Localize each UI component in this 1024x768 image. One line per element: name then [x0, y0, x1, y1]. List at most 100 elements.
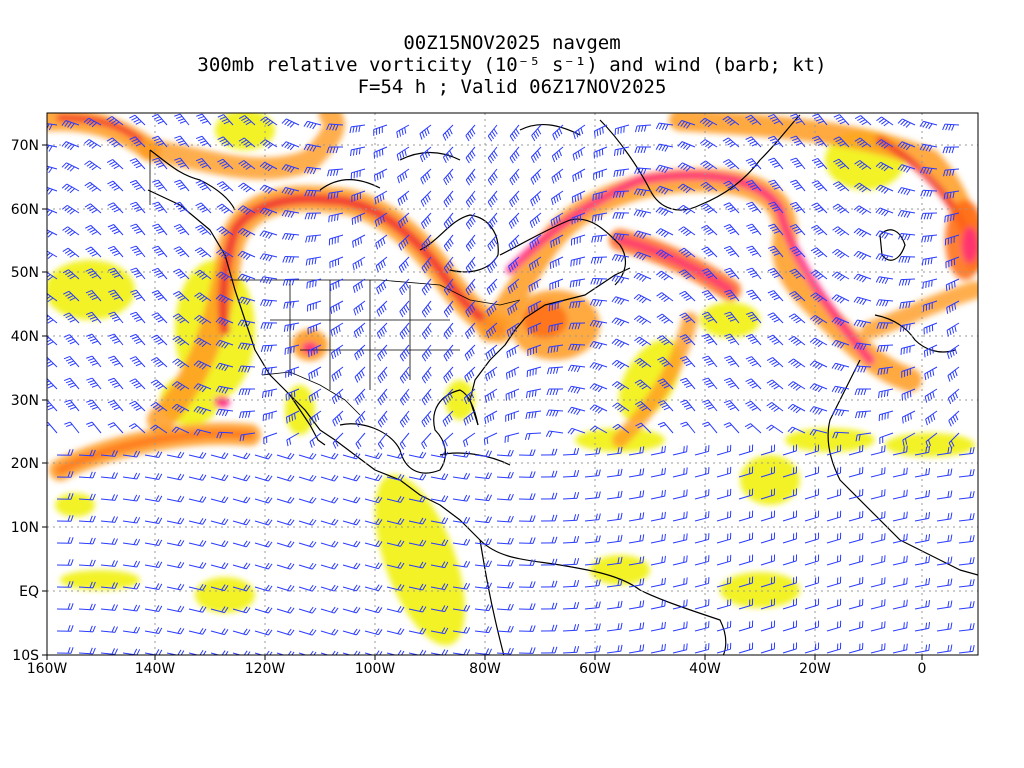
- wind-barb: [330, 322, 344, 337]
- latitude-label: 50N: [11, 265, 39, 281]
- coastline-us-east: [469, 267, 631, 426]
- wind-barb: [464, 366, 476, 383]
- wind-barb: [237, 273, 256, 283]
- wind-barb: [562, 580, 580, 588]
- wind-barb: [679, 334, 696, 346]
- wind-barb: [166, 627, 185, 635]
- wind-barb: [809, 337, 828, 348]
- wind-barb: [408, 495, 427, 503]
- wind-barb: [548, 300, 564, 312]
- wind-barb: [540, 470, 558, 478]
- wind-barb: [47, 186, 58, 195]
- wind-barb: [421, 366, 432, 384]
- wind-barb: [701, 289, 718, 302]
- wind-barb: [606, 578, 623, 588]
- longitude-label: 40W: [689, 661, 721, 677]
- wind-barb: [107, 202, 124, 214]
- wind-barb: [216, 203, 234, 214]
- wind-barb: [699, 117, 718, 128]
- wind-barb: [584, 491, 601, 500]
- wind-barb: [892, 489, 908, 500]
- wind-barb: [194, 269, 212, 280]
- wind-barb: [276, 452, 295, 460]
- wind-barb: [386, 540, 405, 547]
- wind-barb: [810, 247, 828, 258]
- wind-barb: [589, 404, 608, 414]
- wind-barb: [518, 449, 536, 456]
- wind-barb: [518, 581, 536, 588]
- wind-barb: [232, 474, 251, 482]
- wind-barb: [421, 410, 432, 428]
- wind-barb: [320, 540, 339, 548]
- title-field-description: 300mb relative vorticity (10⁻⁵ s⁻¹) and …: [197, 54, 827, 76]
- wind-barb: [656, 270, 674, 281]
- wind-barb: [484, 388, 498, 403]
- wind-barb: [61, 120, 80, 129]
- wind-barb: [474, 494, 493, 502]
- wind-barb: [634, 379, 652, 390]
- wind-barb: [232, 452, 251, 460]
- wind-barb: [716, 620, 732, 632]
- wind-barb: [948, 410, 960, 427]
- wind-barb: [443, 190, 454, 208]
- wind-barb: [188, 517, 207, 525]
- wind-barb: [628, 468, 645, 478]
- wind-barb: [694, 533, 710, 544]
- wind-barb: [232, 540, 251, 548]
- wind-barb: [486, 300, 498, 317]
- wind-barb: [215, 339, 234, 349]
- vorticity-max-nova-scotia-core: [523, 302, 567, 338]
- wind-barb: [853, 342, 872, 351]
- wind-barb: [210, 518, 229, 526]
- coastline-baja: [289, 394, 326, 446]
- wind-barb: [655, 206, 674, 217]
- wind-barb: [487, 234, 498, 252]
- wind-barb: [936, 644, 953, 654]
- wind-barb: [100, 516, 118, 523]
- wind-barb: [63, 312, 80, 324]
- wind-barb: [694, 445, 710, 456]
- wind-barb: [677, 162, 696, 172]
- wind-barb: [716, 554, 732, 566]
- wind-barb: [474, 626, 493, 634]
- wind-barb: [854, 137, 872, 148]
- wind-barb: [531, 124, 542, 142]
- wind-barb: [505, 410, 520, 422]
- wind-barb: [193, 314, 212, 325]
- wind-barb: [276, 474, 295, 482]
- wind-barb: [465, 124, 476, 142]
- wind-barb: [562, 624, 580, 632]
- wind-barb: [656, 292, 674, 303]
- wind-barb: [487, 212, 498, 230]
- wind-barb: [349, 124, 366, 134]
- wind-barb: [193, 383, 212, 393]
- wind-barb: [474, 472, 493, 480]
- wind-barb: [782, 444, 798, 456]
- wind-barb: [485, 322, 498, 339]
- wind-barb: [562, 536, 580, 544]
- wind-barb: [78, 603, 96, 611]
- wind-barb: [897, 210, 916, 218]
- wind-barb: [171, 403, 190, 414]
- wind-barb: [936, 468, 953, 478]
- wind-barb: [738, 466, 754, 478]
- wind-barb: [419, 124, 432, 140]
- wind-barb: [633, 188, 652, 197]
- wind-barb: [364, 540, 383, 548]
- wind-barb: [166, 451, 185, 459]
- wind-barb: [496, 493, 514, 501]
- vorticity-max-pacific: [214, 396, 230, 408]
- wind-barb: [309, 410, 322, 426]
- border-us-mexico: [261, 371, 361, 416]
- wind-barb: [237, 205, 256, 215]
- wind-barb: [782, 598, 798, 610]
- wind-barb: [108, 267, 124, 280]
- wind-barb: [166, 473, 185, 481]
- wind-barb: [760, 642, 776, 654]
- wind-barb: [144, 583, 163, 590]
- wind-barb: [377, 388, 388, 406]
- wind-barb: [848, 532, 864, 544]
- wind-barb: [529, 212, 542, 228]
- wind-barb: [540, 448, 558, 456]
- wind-barb: [593, 168, 608, 180]
